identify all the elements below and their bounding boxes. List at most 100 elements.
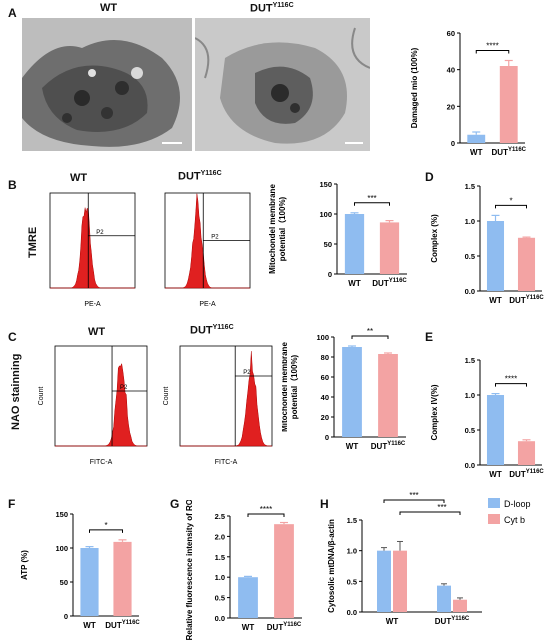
bar: [437, 585, 451, 612]
significance-bracket: [383, 499, 445, 503]
wt-label: WT: [100, 2, 118, 14]
panel-label-d: D: [425, 170, 434, 184]
y-tick-label: 50: [60, 578, 68, 587]
bar: [486, 221, 505, 291]
legend-swatch: [488, 514, 500, 524]
dut-superscript: Y116C: [212, 324, 234, 331]
flow-c-dut-title: DUTY116C: [190, 324, 234, 337]
micrograph-wt-title: WT: [100, 2, 117, 14]
x-tick-label: DUTY116C: [267, 622, 302, 632]
y-tick-label: 80: [321, 353, 329, 362]
y-tick-label: 40: [447, 66, 455, 75]
y-tick-label: 40: [321, 393, 329, 402]
y-axis-label: Mitochondel membrane: [268, 184, 277, 274]
flow-y-label: Count: [163, 387, 170, 406]
histogram-fill: [50, 207, 135, 289]
x-tick-label: WT: [83, 621, 96, 630]
y-axis-label: Relative fluorescence intensity of ROS: [185, 500, 194, 640]
significance-label: ***: [367, 194, 376, 203]
y-tick-label: 0.0: [465, 461, 475, 470]
panel-label-h: H: [320, 497, 329, 511]
dut-label: DUT: [250, 2, 273, 15]
significance-label: ****: [486, 42, 498, 51]
gate-label: P2: [211, 235, 219, 241]
significance-label: **: [367, 327, 373, 336]
chart-e: 0.0 0.5 1.0 1.5 Complex IV(%) WT DUTY116C ****: [430, 356, 544, 479]
x-tick-label: DUTY116C: [372, 278, 407, 288]
chart-f: 0 50 100 150 ATP (%) WT DUTY116C *: [20, 510, 140, 630]
bar: [113, 541, 132, 616]
legend-swatch: [488, 498, 500, 508]
y-tick-label: 50: [324, 240, 332, 249]
flow-x-label: PE-A: [84, 301, 101, 308]
histogram-fill: [180, 351, 272, 447]
x-tick-label: DUTY116C: [509, 295, 544, 305]
x-tick-label: WT: [489, 470, 502, 479]
significance-bracket: [354, 202, 390, 206]
x-tick-label: DUTY116C: [371, 441, 406, 451]
y-axis-label: Complex IV(%): [430, 384, 439, 440]
gate-label: P2: [96, 230, 104, 236]
flow-histogram-b-wt: P2 PE-A: [49, 192, 136, 308]
flow-x-label: PE-A: [199, 301, 216, 308]
y-tick-label: 150: [55, 510, 68, 519]
bar: [453, 599, 467, 612]
chart-a: 0 20 40 60 Damaged mio (100%) WT DUTY116C ****: [410, 29, 527, 157]
dut-superscript: Y116C: [272, 2, 294, 9]
y-tick-label: 0.5: [465, 252, 475, 261]
y-tick-label: 100: [319, 210, 332, 219]
bar: [342, 347, 362, 437]
panel-label-c: C: [8, 330, 17, 344]
y-tick-label: 2.0: [215, 532, 225, 541]
panel-label-f: F: [8, 497, 16, 511]
y-tick-label: 0: [325, 433, 329, 442]
y-tick-label: 60: [447, 29, 455, 38]
micrograph-dut-title: DUTY116C: [250, 2, 294, 15]
bar: [486, 395, 505, 465]
bar: [499, 66, 518, 143]
flow-histogram-c-dut: P2 FITC-A Count: [163, 345, 273, 466]
x-tick-label: WT: [242, 623, 255, 632]
bar: [238, 577, 258, 618]
bar: [379, 222, 400, 274]
y-tick-label: 2.5: [215, 512, 225, 521]
bar: [467, 134, 486, 143]
x-tick-label: WT: [346, 442, 359, 451]
x-tick-label: WT: [489, 296, 502, 305]
y-axis-label: Mitochondel membrane: [282, 342, 289, 432]
x-tick-label: DUTY116C: [509, 469, 544, 479]
chart-h: 0.0 0.5 1.0 1.5 Cytosolic mtDNA/β-actin WT DUT…: [327, 491, 531, 626]
y-axis-label: potential（100%): [289, 354, 299, 419]
y-tick-label: 0: [451, 139, 455, 148]
dut-label: DUT: [178, 170, 201, 183]
bar: [274, 524, 294, 618]
y-tick-label: 0.5: [215, 594, 225, 603]
bar: [377, 550, 391, 612]
flow-b-dut-title: DUTY116C: [178, 170, 222, 183]
micrograph-wt: [22, 18, 192, 151]
y-tick-label: 0.0: [347, 608, 357, 617]
y-tick-label: 1.0: [215, 573, 225, 582]
y-axis-label: ATP (%): [20, 550, 29, 580]
legend-label: D-loop: [504, 499, 531, 509]
y-tick-label: 0.5: [465, 426, 475, 435]
gate-label: P2: [243, 370, 251, 376]
bar: [80, 548, 99, 616]
x-tick-label: WT: [348, 279, 361, 288]
y-tick-label: 1.5: [215, 553, 225, 562]
y-tick-label: 100: [316, 333, 329, 342]
y-tick-label: 1.0: [465, 217, 475, 226]
y-axis-label: Damaged mio (100%): [410, 47, 419, 128]
significance-label: ***: [437, 503, 446, 512]
panel-label-a: A: [8, 6, 17, 20]
y-tick-label: 0: [64, 612, 68, 621]
panel-label-e: E: [425, 330, 434, 344]
significance-label: *: [104, 521, 107, 530]
significance-label: ****: [505, 375, 517, 384]
significance-label: ***: [409, 491, 418, 500]
histogram-fill: [165, 193, 250, 289]
chart-c: 0 20 40 60 80 100 Mitochondel membrane potentia…: [282, 327, 406, 451]
y-tick-label: 1.0: [465, 391, 475, 400]
x-tick-label: WT: [470, 148, 483, 157]
y-axis-label: potential（100%): [277, 196, 287, 261]
